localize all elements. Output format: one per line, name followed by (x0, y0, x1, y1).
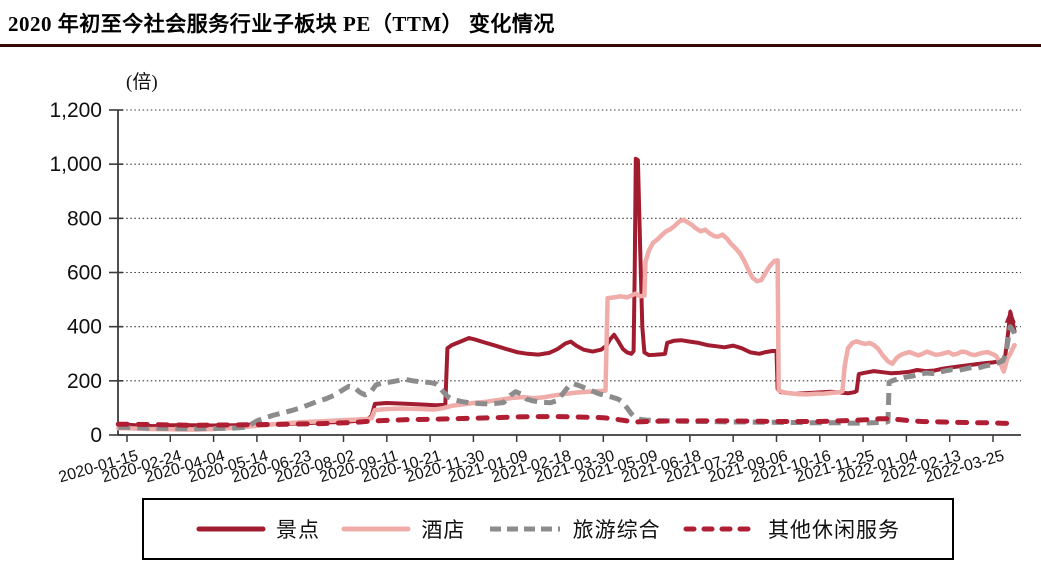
series-line-qita (115, 414, 1018, 428)
legend-label-jingdian: 景点 (276, 518, 320, 542)
series-lines (115, 156, 1018, 432)
y-tick-labels: 0 200 400 600 800 1,000 1,200 (49, 99, 102, 447)
title-underline-rule (0, 44, 1041, 47)
page-title: 2020 年初至今社会服务行业子板块 PE（TTM） 变化情况 (8, 12, 555, 36)
series-line-jingdian (116, 156, 1017, 429)
y-tick-label: 1,000 (49, 153, 102, 176)
x-tick-labels: 2020-01-152020-02-242020-04-042020-05-14… (57, 435, 1006, 486)
y-tick-label: 800 (67, 207, 102, 230)
pe-ttm-line-chart: 0 200 400 600 800 1,000 1,200 2020-01-152020-02… (49, 71, 1021, 486)
y-tick-label: 200 (67, 370, 102, 393)
series-end-arrow-icon (1004, 308, 1016, 323)
legend-item-lvyouzonghe: 旅游综合 (487, 514, 661, 544)
legend-swatch-qitaxiuxianfuwu-dashed-line-icon (683, 526, 757, 532)
legend-swatch-jingdian-line-icon (196, 526, 266, 532)
legend-swatch-lvyouzonghe-dashed-line-icon (489, 526, 560, 532)
axes (117, 110, 1021, 436)
legend-item-jingdian: 景点 (196, 514, 320, 544)
y-tick-label: 0 (90, 424, 102, 447)
legend-label-jiudian: 酒店 (421, 518, 466, 542)
legend-label-lvyouzonghe: 旅游综合 (572, 518, 661, 542)
series-line-jiudian (116, 217, 1017, 432)
legend-swatch-jiudian-line-icon (341, 526, 411, 532)
chart-legend: 景点 酒店 旅游综合 其他休闲服务 (142, 498, 954, 560)
gridlines (109, 109, 1021, 436)
series-line-lvyou (118, 324, 1017, 432)
y-axis-unit-label: (倍) (126, 71, 158, 93)
y-tick-label: 400 (67, 316, 102, 339)
y-tick-label: 1,200 (49, 99, 102, 122)
y-tick-label: 600 (67, 262, 102, 285)
legend-label-qitaxiuxianfuwu: 其他休闲服务 (767, 518, 900, 542)
legend-item-jiudian: 酒店 (341, 514, 465, 544)
legend-item-qitaxiuxianfuwu: 其他休闲服务 (682, 514, 900, 544)
